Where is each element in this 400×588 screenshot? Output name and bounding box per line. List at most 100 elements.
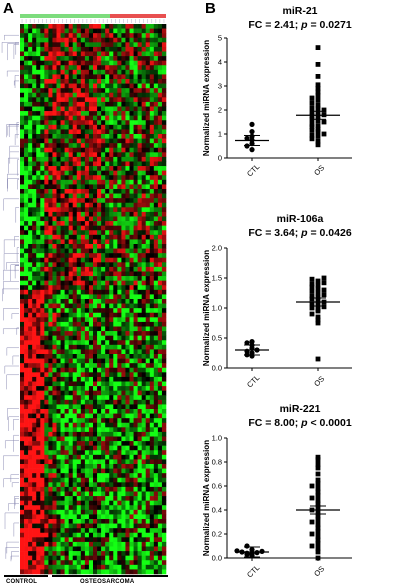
data-point bbox=[315, 546, 321, 551]
data-point bbox=[309, 531, 315, 537]
data-point bbox=[309, 100, 315, 106]
data-point bbox=[315, 45, 321, 50]
data-point bbox=[309, 296, 315, 302]
data-point bbox=[315, 74, 321, 79]
heatmap-group-label-osteosarcoma: OSTEOSARCOMA bbox=[80, 579, 135, 585]
data-point bbox=[309, 284, 315, 290]
data-point bbox=[315, 123, 321, 128]
data-point bbox=[315, 126, 321, 132]
data-point bbox=[315, 541, 321, 546]
data-point bbox=[309, 301, 315, 307]
plot-title: miR-221 bbox=[280, 403, 321, 415]
data-point bbox=[244, 348, 250, 354]
data-point bbox=[309, 95, 315, 101]
data-point bbox=[315, 102, 321, 108]
data-point bbox=[309, 495, 315, 501]
data-point bbox=[315, 278, 321, 284]
data-point bbox=[315, 62, 321, 67]
data-point bbox=[315, 290, 321, 296]
y-tick-label: 1.5 bbox=[212, 274, 222, 283]
y-tick-label: 1.0 bbox=[212, 434, 222, 443]
data-point bbox=[315, 462, 321, 467]
data-point bbox=[315, 555, 321, 561]
data-point bbox=[315, 89, 321, 95]
data-point bbox=[315, 282, 321, 288]
plot-title: miR-106a bbox=[277, 213, 324, 225]
y-tick-label: 0.0 bbox=[212, 364, 222, 373]
x-tick-label-ctl: CTL bbox=[245, 373, 261, 389]
heatmap-top-bar-os bbox=[110, 14, 166, 18]
data-point bbox=[309, 305, 315, 311]
panel-a-label: A bbox=[3, 0, 14, 17]
heatmap-dendrogram bbox=[1, 34, 19, 562]
y-tick-label: 0.5 bbox=[212, 334, 222, 343]
data-point bbox=[315, 286, 321, 292]
data-point bbox=[249, 147, 255, 153]
data-point bbox=[309, 132, 315, 138]
data-point bbox=[315, 314, 321, 320]
scatter-plot-1: miR-21 FC = 2.41; p = 0.0271 0 1 2 3 4 5 Normali… bbox=[202, 5, 352, 178]
plot-subtitle: FC = 3.64; p = 0.0426 bbox=[248, 227, 351, 239]
data-point bbox=[315, 457, 321, 462]
data-point bbox=[244, 143, 250, 149]
plot-title: miR-21 bbox=[282, 5, 317, 17]
data-point bbox=[309, 113, 315, 119]
data-point bbox=[315, 454, 321, 460]
data-point bbox=[244, 340, 250, 346]
data-point bbox=[315, 134, 321, 139]
heatmap-cells bbox=[20, 24, 167, 575]
y-tick-label: 0 bbox=[218, 154, 222, 163]
data-point bbox=[309, 288, 315, 294]
data-point bbox=[315, 522, 321, 527]
data-point bbox=[244, 550, 250, 556]
data-point bbox=[315, 537, 321, 543]
y-tick-label: 0.8 bbox=[212, 458, 222, 467]
data-point bbox=[315, 549, 321, 555]
data-point bbox=[315, 82, 321, 88]
data-point bbox=[315, 534, 321, 539]
scatter-plot-3: miR-221 FC = 8.00; p < 0.0001 0.0 0.2 0.4 0.6… bbox=[202, 403, 352, 579]
y-axis-title: Normalized miRNA expression bbox=[202, 250, 211, 366]
y-tick-label: 4 bbox=[218, 58, 222, 67]
heatmap bbox=[1, 14, 168, 577]
data-point bbox=[321, 292, 327, 298]
y-axis-title: Normalized miRNA expression bbox=[202, 40, 211, 156]
data-point bbox=[315, 93, 321, 98]
data-point bbox=[321, 287, 327, 293]
data-point bbox=[315, 118, 321, 124]
data-point bbox=[321, 119, 327, 125]
data-point bbox=[315, 498, 321, 503]
data-point bbox=[321, 304, 327, 310]
data-point bbox=[315, 513, 321, 519]
x-tick-label-os: OS bbox=[312, 374, 326, 388]
heatmap-group-label-control: CONTROL bbox=[6, 579, 38, 585]
x-tick-label-os: OS bbox=[312, 564, 326, 578]
y-tick-label: 3 bbox=[218, 82, 222, 91]
y-tick-label: 1.0 bbox=[212, 304, 222, 313]
data-point bbox=[249, 339, 255, 345]
data-point bbox=[315, 465, 321, 471]
y-tick-label: 2.0 bbox=[212, 244, 222, 253]
data-point bbox=[315, 501, 321, 507]
y-tick-label: 2 bbox=[218, 106, 222, 115]
data-point bbox=[315, 138, 321, 144]
y-tick-label: 1 bbox=[218, 130, 222, 139]
x-tick-label-os: OS bbox=[312, 163, 326, 177]
data-point bbox=[309, 293, 315, 299]
data-point bbox=[309, 122, 315, 127]
data-point bbox=[315, 493, 321, 498]
data-point bbox=[309, 543, 315, 549]
x-tick-label-ctl: CTL bbox=[245, 563, 261, 579]
y-axis-title: Normalized miRNA expression bbox=[202, 440, 211, 556]
heatmap-bottom-bar-control bbox=[4, 575, 48, 577]
y-tick-label: 0.0 bbox=[212, 554, 222, 563]
data-point bbox=[315, 529, 321, 534]
data-point bbox=[309, 311, 315, 317]
scatter-plots: miR-21 FC = 2.41; p = 0.0271 0 1 2 3 4 5 Normali… bbox=[202, 5, 352, 579]
data-point bbox=[315, 471, 321, 477]
data-point bbox=[315, 98, 321, 103]
heatmap-bottom-bar-os bbox=[52, 575, 168, 577]
data-point bbox=[315, 517, 321, 522]
data-point bbox=[315, 294, 321, 300]
data-point bbox=[315, 320, 321, 326]
